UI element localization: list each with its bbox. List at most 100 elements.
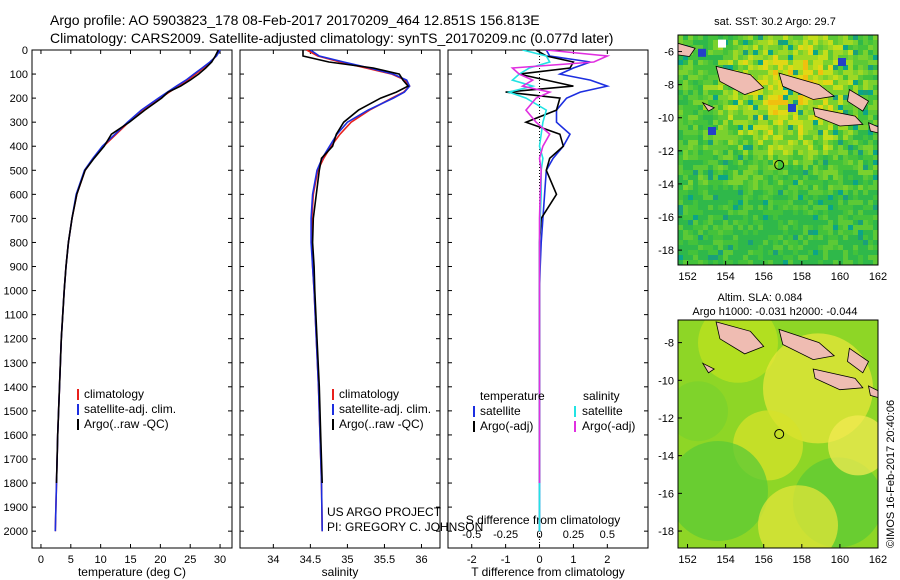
sst-cell: [818, 250, 824, 256]
sst-cell: [873, 135, 878, 141]
sst-cell: [773, 150, 779, 156]
sst-cell: [768, 190, 774, 196]
sst-cell: [803, 150, 809, 156]
header-line-1: Argo profile: AO 5903823_178 08-Feb-2017…: [50, 12, 540, 28]
series-line: [538, 50, 611, 532]
sst-cell: [823, 160, 829, 166]
sst-cell: [748, 60, 754, 66]
sst-cell: [833, 165, 839, 171]
sst-cell: [718, 235, 724, 241]
sst-cell: [848, 130, 854, 136]
sst-cell: [823, 55, 829, 61]
sst-cell: [753, 215, 759, 221]
sst-cell: [828, 40, 834, 46]
sst-cell: [868, 155, 874, 161]
sst-cell: [833, 60, 839, 66]
x-tick-label: 0: [536, 554, 542, 566]
sst-cell: [763, 50, 769, 56]
sst-cell: [848, 40, 854, 46]
sst-cell: [793, 55, 799, 61]
sst-cell: [778, 160, 784, 166]
sst-cell: [783, 150, 789, 156]
sst-cell: [753, 120, 759, 126]
sst-cell: [788, 245, 794, 251]
sst-cell: [808, 190, 814, 196]
sst-cell: [783, 160, 789, 166]
sst-cell: [823, 35, 829, 41]
sst-cell: [833, 130, 839, 136]
map-title: sat. SST: 30.2 Argo: 29.7: [714, 16, 836, 28]
sst-cell: [873, 230, 878, 236]
sst-cell: [828, 225, 834, 231]
sst-cell: [753, 135, 759, 141]
sst-cell: [773, 80, 779, 86]
sst-cell: [828, 260, 834, 265]
sst-cell: [798, 130, 804, 136]
sst-cell: [873, 195, 878, 201]
sst-cell: [748, 55, 754, 61]
sst-cell: [863, 105, 869, 111]
sst-cell: [703, 170, 709, 176]
sst-cell: [803, 35, 809, 41]
series-line: [55, 50, 220, 484]
sst-cell: [863, 50, 869, 56]
depth-tick-label: 300: [10, 117, 28, 129]
sst-cell: [823, 140, 829, 146]
sst-cell: [813, 125, 819, 131]
sst-cell: [873, 65, 878, 71]
sst-cell: [778, 135, 784, 141]
sst-cell: [723, 255, 729, 261]
sst-cell: [773, 95, 779, 101]
sst-cell: [688, 155, 694, 161]
sst-cell: [793, 180, 799, 186]
sst-cell: [818, 150, 824, 156]
sst-cell: [798, 245, 804, 251]
sst-cell: [738, 130, 744, 136]
sst-cell: [843, 260, 849, 265]
sst-cell: [708, 170, 714, 176]
sst-cell: [758, 215, 764, 221]
sst-cell: [773, 135, 779, 141]
sst-cell: [793, 175, 799, 181]
sst-cell: [758, 245, 764, 251]
sst-cell: [763, 115, 769, 121]
sst-cell: [733, 260, 739, 265]
sst-cell: [683, 205, 689, 211]
sst-cell: [788, 50, 794, 56]
sst-cell: [858, 175, 864, 181]
sst-cell: [758, 190, 764, 196]
sst-cell: [693, 135, 699, 141]
sst-cell: [798, 105, 804, 111]
sst-cell: [763, 165, 769, 171]
sst-cell: [723, 200, 729, 206]
sst-cell: [833, 40, 839, 46]
sst-cell: [798, 210, 804, 216]
sst-cell: [813, 235, 819, 241]
depth-tick-label: 700: [10, 213, 28, 225]
sst-cell: [863, 165, 869, 171]
sst-cell: [853, 135, 859, 141]
sst-cell: [798, 190, 804, 196]
sst-cell: [783, 145, 789, 151]
sst-cell: [763, 185, 769, 191]
sst-cell: [678, 240, 684, 246]
sst-cell: [863, 150, 869, 156]
sst-cell: [863, 135, 869, 141]
sst-cell: [833, 95, 839, 101]
sst-cell: [803, 215, 809, 221]
sst-cell: [698, 110, 704, 116]
sst-cell: [678, 155, 684, 161]
sst-cell: [768, 125, 774, 131]
sst-cell: [838, 245, 844, 251]
sst-cell: [773, 200, 779, 206]
sst-cell: [848, 75, 854, 81]
sst-cell: [748, 185, 754, 191]
sst-cell: [738, 100, 744, 106]
sst-cell: [768, 160, 774, 166]
sst-cell: [873, 220, 878, 226]
sst-cell: [788, 185, 794, 191]
sst-cell: [873, 170, 878, 176]
sst-cell: [703, 185, 709, 191]
sst-cell: [748, 180, 754, 186]
sst-cell: [818, 35, 824, 41]
